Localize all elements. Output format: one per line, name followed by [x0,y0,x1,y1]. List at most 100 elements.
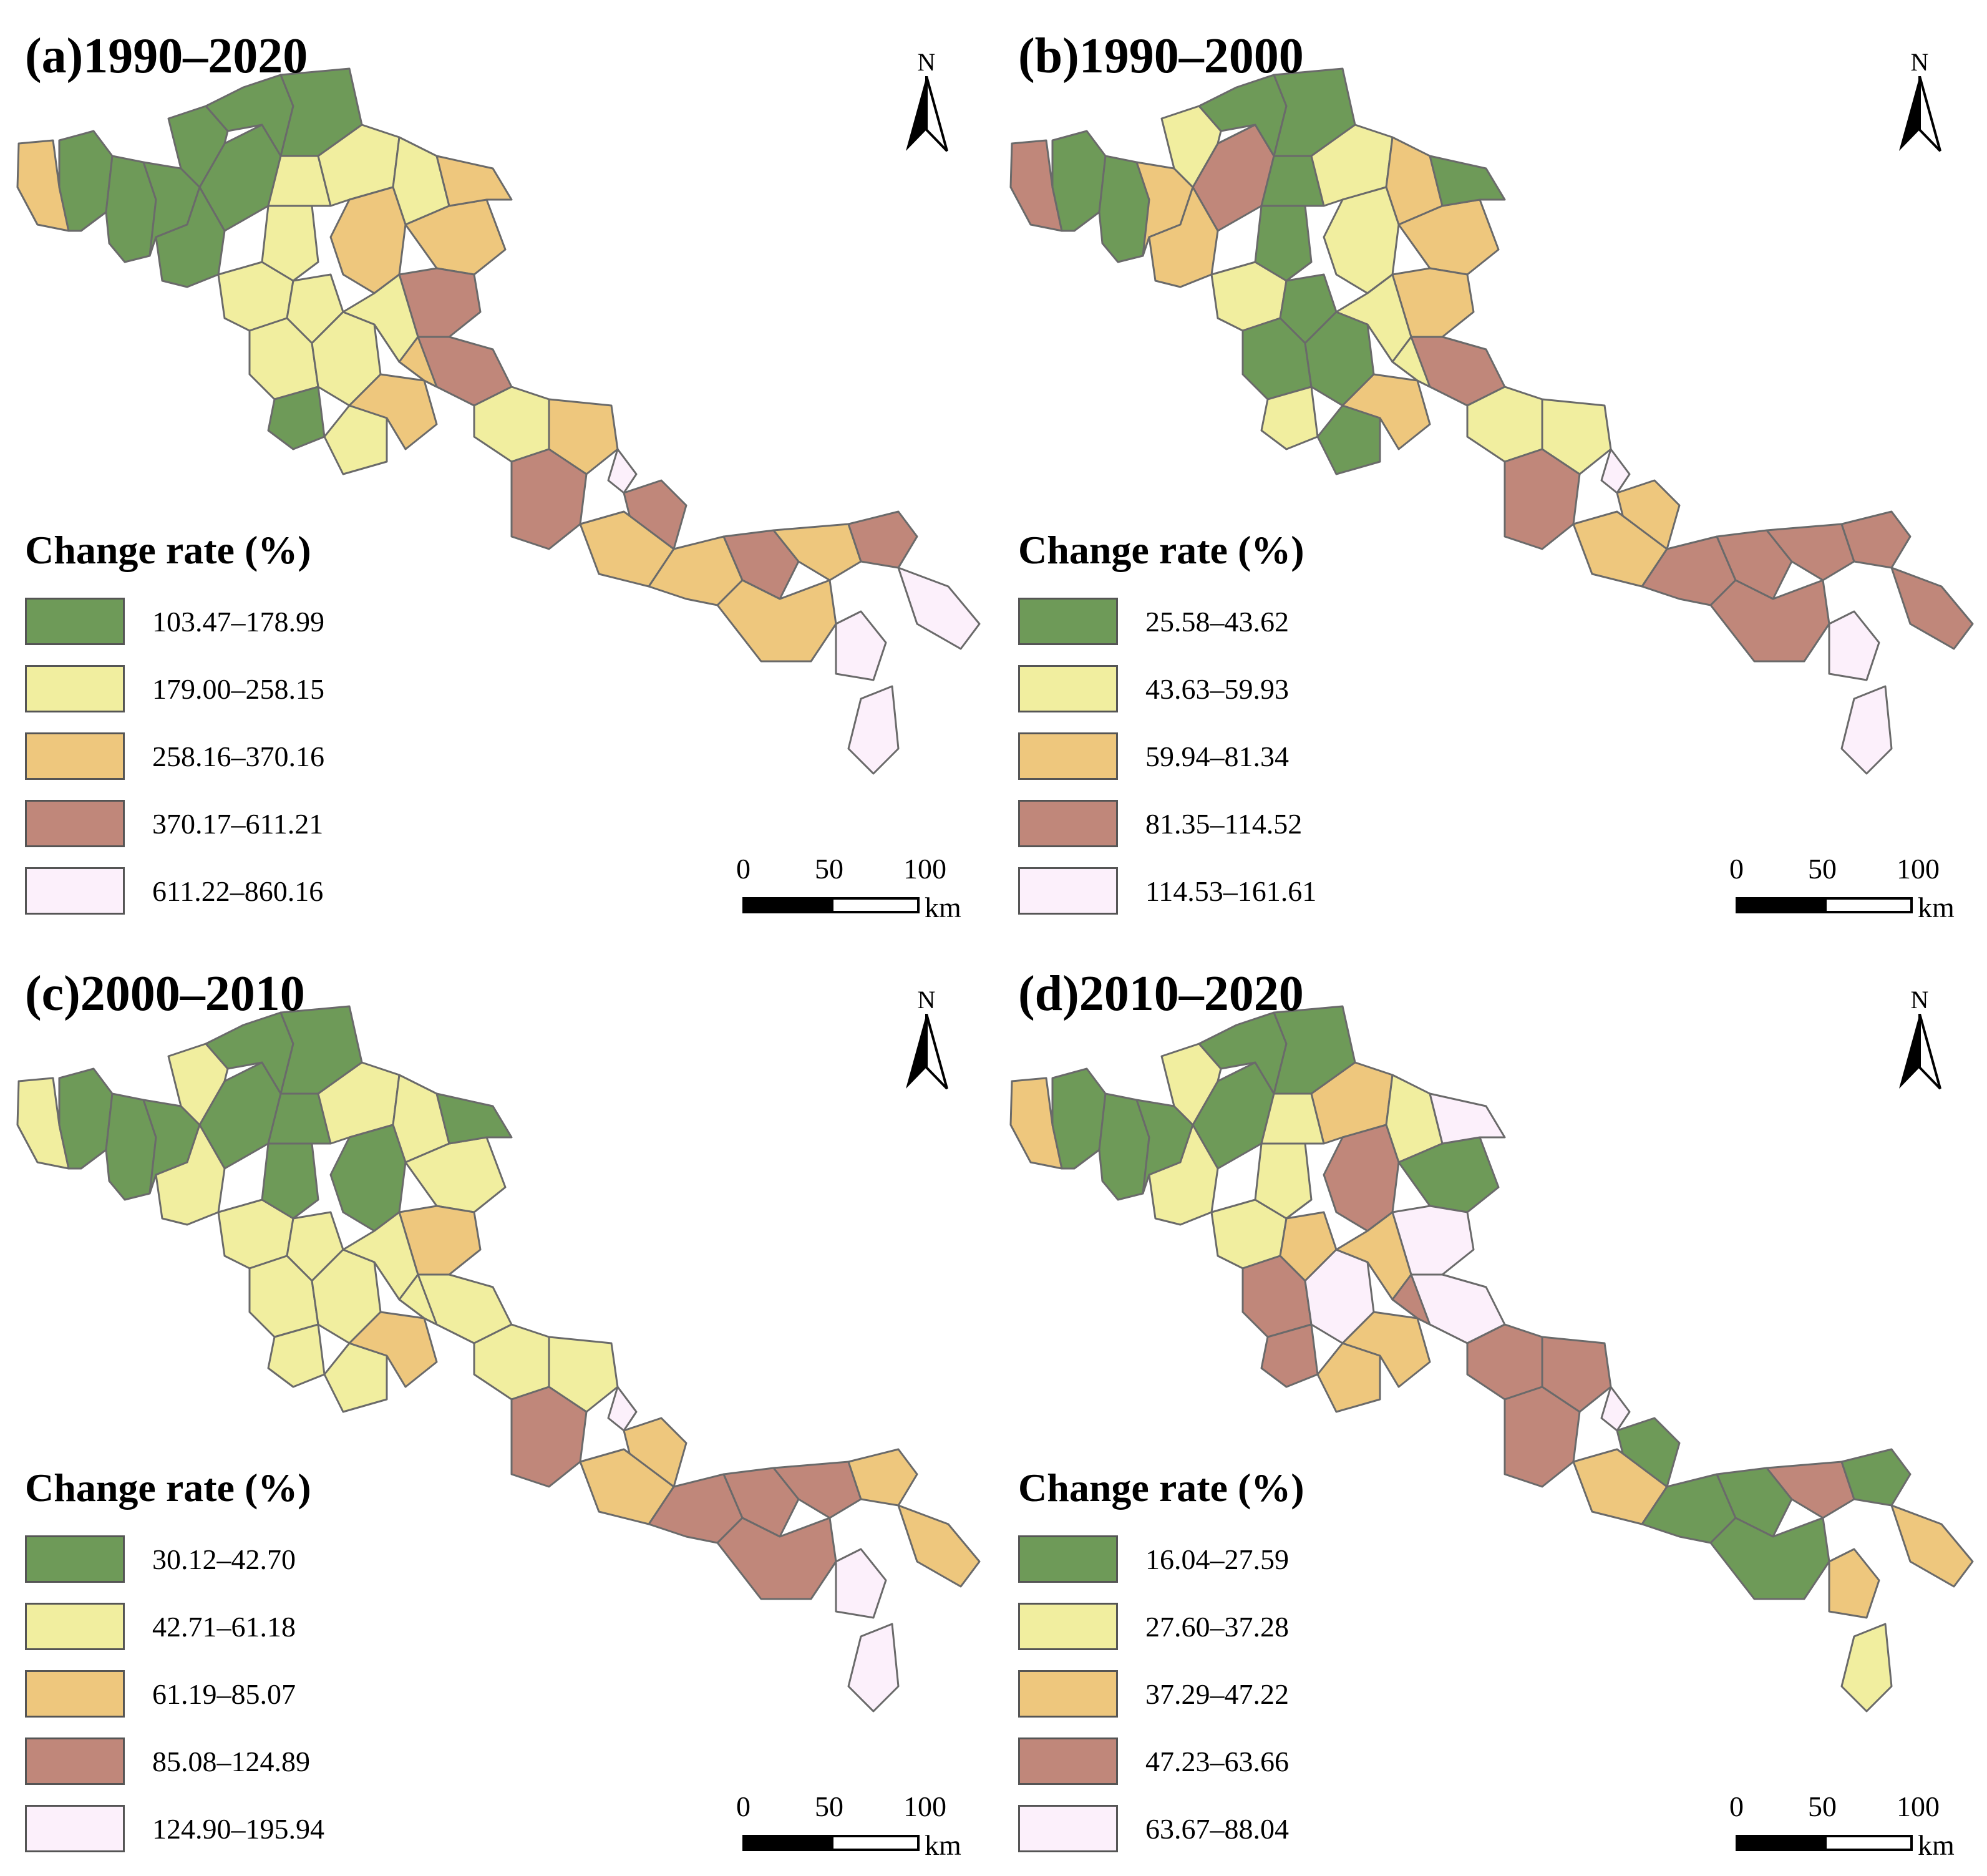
scale-unit-label: km [925,892,961,923]
choropleth-map-c [16,1005,981,1713]
district-region [1148,186,1219,288]
legend-label: 43.63–59.93 [1145,673,1289,705]
district-region [772,523,862,581]
north-label: N [917,986,936,1014]
legend-label: 85.08–124.89 [152,1745,310,1777]
legend-item: 37.29–47.22 [1018,1660,1304,1728]
legend-item: 103.47–178.99 [25,588,324,655]
district-region [1890,566,1974,650]
district-region [1716,529,1793,600]
district-region [847,510,918,569]
legend-swatch [1018,867,1118,915]
legend-item: 114.53–161.61 [1018,857,1316,925]
north-arrow: N [1892,988,1948,1094]
legend-swatch [1018,665,1118,712]
legend: Change rate (%) 30.12–42.70 42.71–61.18 61.… [25,1468,324,1862]
scale-bar-white-segment [831,1835,920,1851]
north-arrow: N [898,50,955,156]
legend-item: 61.19–85.07 [25,1660,324,1728]
legend-item: 47.23–63.66 [1018,1728,1304,1795]
north-arrow: N [898,988,955,1094]
district-region [1709,1517,1830,1600]
district-region [58,1067,114,1170]
legend-label: 370.17–611.21 [152,807,324,840]
legend: Change rate (%) 25.58–43.62 43.63–59.93 59.… [1018,530,1316,925]
legend-swatch [25,1670,125,1718]
district-region [847,1448,918,1507]
legend-label: 258.16–370.16 [152,740,324,772]
legend-title: Change rate (%) [1018,528,1304,572]
district-region [1541,1336,1612,1413]
legend-label: 30.12–42.70 [152,1543,296,1575]
scale-tick-label: 100 [1897,1791,1940,1822]
district-region [155,186,226,288]
district-region [1429,155,1506,207]
scale-bar-black-segment [1736,1835,1824,1851]
legend-swatch [1018,1737,1118,1785]
district-region [835,1548,887,1619]
legend-item: 258.16–370.16 [25,722,324,790]
legend-item: 43.63–59.93 [1018,655,1316,722]
district-region [1890,1504,1974,1588]
legend: Change rate (%) 103.47–178.99 179.00–258.1… [25,530,324,925]
scale-tick-label: 50 [1808,853,1837,885]
legend-label: 59.94–81.34 [1145,740,1289,772]
scale-unit-label: km [1918,892,1955,923]
district-region [548,1336,619,1413]
scale-bar-white-segment [831,897,920,913]
district-region [1709,579,1830,663]
legend-swatch [25,665,125,712]
panel-title: (c)2000–2010 [25,966,305,1021]
legend-swatch [25,598,125,645]
district-region [1391,1273,1431,1326]
legend-item: 124.90–195.94 [25,1795,324,1862]
district-region [267,1323,326,1388]
map-panel-b: (b)1990–2000 N Change rate (%) 25.58–43.62 4… [993,0,1986,938]
legend-item: 179.00–258.15 [25,655,324,722]
map-panel-c: (c)2000–2010 N Change rate (%) 30.12–42.70 4… [0,938,993,1875]
choropleth-map-d [1009,1005,1974,1713]
map-panel-d: (d)2010–2020 N Change rate (%) 16.04–27.59 2… [993,938,1986,1875]
scale-bar: 0 50 100 km [736,853,979,923]
north-arrow-icon [906,1014,948,1090]
legend: Change rate (%) 16.04–27.59 27.60–37.28 37.… [1018,1468,1304,1862]
district-region [1600,448,1631,494]
scale-unit-label: km [925,1829,961,1861]
panel-title: (b)1990–2000 [1018,29,1304,84]
scale-tick-label: 100 [903,853,946,885]
legend-label: 124.90–195.94 [152,1812,324,1845]
district-region [1600,1386,1631,1432]
scale-bar-black-segment [1736,897,1824,913]
legend-swatch [1018,1535,1118,1583]
district-region [323,1342,388,1413]
legend-label: 27.60–37.28 [1145,1610,1289,1643]
north-label: N [1910,48,1929,76]
legend-swatch [25,1805,125,1852]
district-region [1391,336,1431,388]
scale-tick-label: 50 [815,853,843,885]
legend-item: 25.58–43.62 [1018,588,1316,655]
scale-bar-black-segment [742,1835,831,1851]
district-region [1766,1460,1855,1519]
district-region [1316,404,1381,475]
district-region [847,685,900,775]
scale-bar-white-segment [1824,897,1913,913]
legend-item: 85.08–124.89 [25,1728,324,1795]
legend-label: 42.71–61.18 [152,1610,296,1643]
legend-item: 59.94–81.34 [1018,722,1316,790]
north-label: N [917,48,936,76]
legend-title: Change rate (%) [1018,1465,1304,1510]
north-arrow-icon [1899,76,1941,152]
district-region [1828,1548,1880,1619]
district-region [1260,1323,1319,1388]
district-region [1840,1623,1893,1713]
district-region [716,1517,837,1600]
legend-item: 30.12–42.70 [25,1525,324,1593]
north-arrow-icon [1899,1014,1941,1090]
scale-tick-label: 50 [815,1791,843,1822]
legend-label: 114.53–161.61 [1145,875,1317,907]
north-label: N [1910,986,1929,1014]
map-panel-a: (a)1990–2020 N Change rate (%) 103.47–178.9… [0,0,993,938]
legend-swatch [25,1603,125,1650]
